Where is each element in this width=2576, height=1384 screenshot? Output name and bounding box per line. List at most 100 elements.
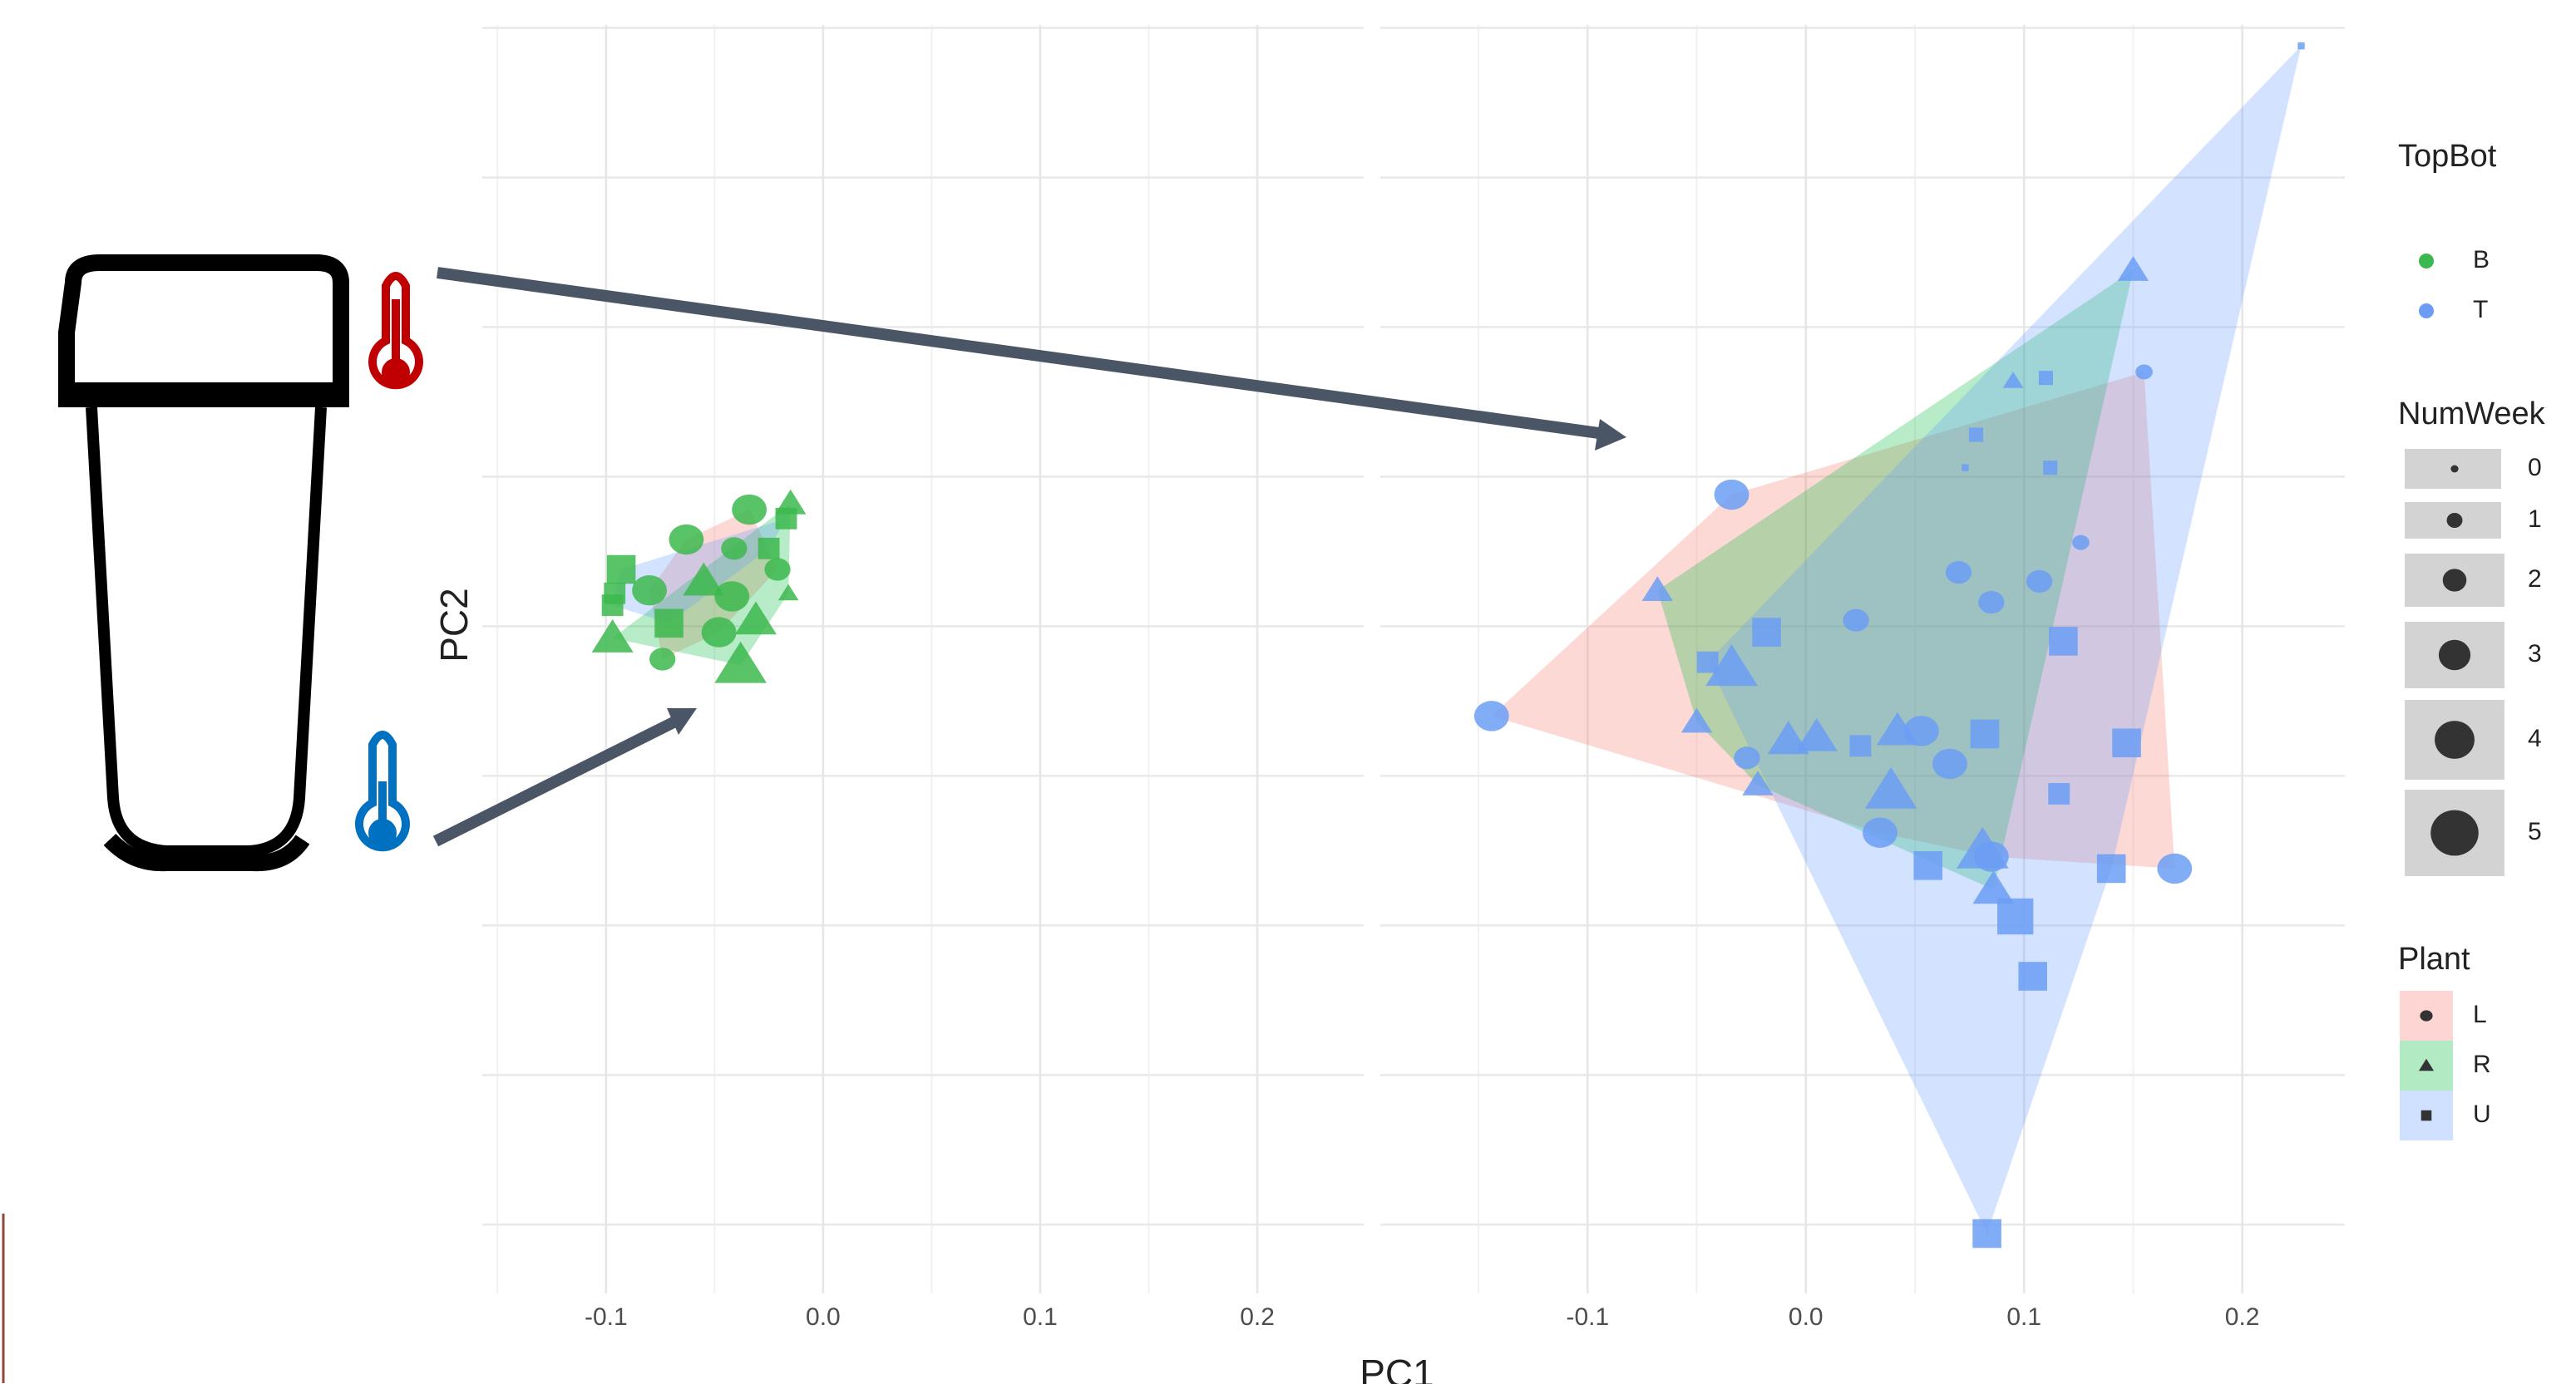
x-axis-label: PC1 <box>1360 1352 1434 1384</box>
point <box>1945 561 1972 584</box>
point <box>1970 719 2000 749</box>
group-hull <box>1657 270 2134 890</box>
point <box>1972 870 2015 904</box>
legend-size-dot <box>2450 465 2459 473</box>
point <box>1473 701 1509 731</box>
point <box>764 558 791 581</box>
point <box>1680 707 1713 733</box>
cold-thermometer <box>355 731 410 852</box>
point <box>1978 591 2005 614</box>
legend-size-dot <box>2442 569 2467 592</box>
point <box>1932 748 1967 780</box>
point <box>758 537 780 559</box>
point <box>649 648 676 671</box>
point <box>1972 1219 2001 1249</box>
legend-size-dot <box>2438 639 2471 671</box>
arrows <box>432 267 1626 847</box>
point <box>2038 371 2054 386</box>
x-tick-label: 0.0 <box>806 1303 841 1331</box>
grid-layer <box>482 25 2345 1293</box>
legend-entry: 4 <box>2528 725 2542 752</box>
group-hull <box>1707 46 2302 1234</box>
point <box>734 601 777 635</box>
x-tick-label: -0.1 <box>1566 1303 1609 1331</box>
point <box>775 507 797 529</box>
point <box>606 554 636 584</box>
legend-entry: R <box>2473 1051 2491 1078</box>
legend-entry: L <box>2473 1001 2487 1028</box>
point <box>683 562 725 596</box>
point <box>2112 728 2141 758</box>
point <box>1734 746 1760 770</box>
point <box>2048 783 2070 805</box>
point <box>732 494 767 525</box>
legend-size-dot <box>2430 810 2479 856</box>
point <box>2096 854 2126 884</box>
point <box>1962 464 1969 471</box>
point <box>632 575 667 606</box>
legend-entry: 5 <box>2528 818 2542 845</box>
legend-title: TopBot <box>2398 139 2497 174</box>
point <box>1714 479 1749 510</box>
point <box>1843 608 1869 632</box>
point <box>2043 461 2058 475</box>
legend-size-dot <box>2446 513 2463 528</box>
point <box>1863 817 1897 848</box>
point-layer <box>591 42 2305 1249</box>
point <box>1641 576 1674 601</box>
labels: -0.1 0.0 0.1 0.2 -0.1 0.0 0.1 0.2 PC1 PC2 TopBot BT… <box>432 139 2546 1384</box>
point <box>654 608 683 638</box>
point <box>601 594 624 617</box>
point <box>721 537 748 560</box>
point <box>1767 721 1809 755</box>
point <box>1968 427 1984 442</box>
legend-entry: T <box>2473 296 2488 323</box>
point <box>2072 534 2090 550</box>
legend-shape <box>2421 1110 2432 1121</box>
y-axis-label: PC2 <box>432 588 476 662</box>
legend-title: NumWeek <box>2398 396 2546 431</box>
point <box>714 581 750 612</box>
point <box>1705 644 1758 687</box>
point <box>1864 766 1917 809</box>
x-tick-label: 0.2 <box>2225 1303 2260 1331</box>
point <box>2002 372 2024 388</box>
point <box>591 619 634 653</box>
point <box>1752 618 1781 647</box>
legend-entry: 1 <box>2528 505 2542 533</box>
point <box>1973 841 2009 872</box>
legend-entry: 0 <box>2528 454 2542 481</box>
point <box>1742 771 1774 795</box>
hull-layer <box>612 46 2302 1234</box>
hot-thermometer <box>368 272 423 390</box>
x-tick-label: 0.1 <box>2006 1303 2041 1331</box>
point <box>1997 898 2034 935</box>
point <box>1795 717 1838 751</box>
point <box>2117 256 2149 281</box>
point <box>2135 364 2153 380</box>
point <box>1903 716 1939 746</box>
point <box>1913 851 1943 880</box>
point <box>714 641 767 683</box>
point <box>2026 569 2053 593</box>
point <box>777 584 799 601</box>
legend-swatch <box>2419 303 2434 318</box>
group-hull <box>1491 372 2175 869</box>
legend-size-dot <box>2435 721 2475 759</box>
legend-entry: U <box>2473 1101 2491 1128</box>
point <box>1696 651 1719 673</box>
legend-title: Plant <box>2398 942 2470 977</box>
point <box>2049 627 2078 656</box>
legend-shape <box>2420 1010 2433 1022</box>
legend-entry: B <box>2473 246 2490 273</box>
x-tick-label: 0.0 <box>1789 1303 1823 1331</box>
x-tick-label: 0.1 <box>1023 1303 1058 1331</box>
legend-entry: 3 <box>2528 640 2542 667</box>
point <box>701 617 737 648</box>
legend-shape <box>2418 1058 2435 1071</box>
point <box>1849 735 1872 757</box>
legend-entry: 2 <box>2528 565 2542 593</box>
point <box>2297 42 2305 50</box>
